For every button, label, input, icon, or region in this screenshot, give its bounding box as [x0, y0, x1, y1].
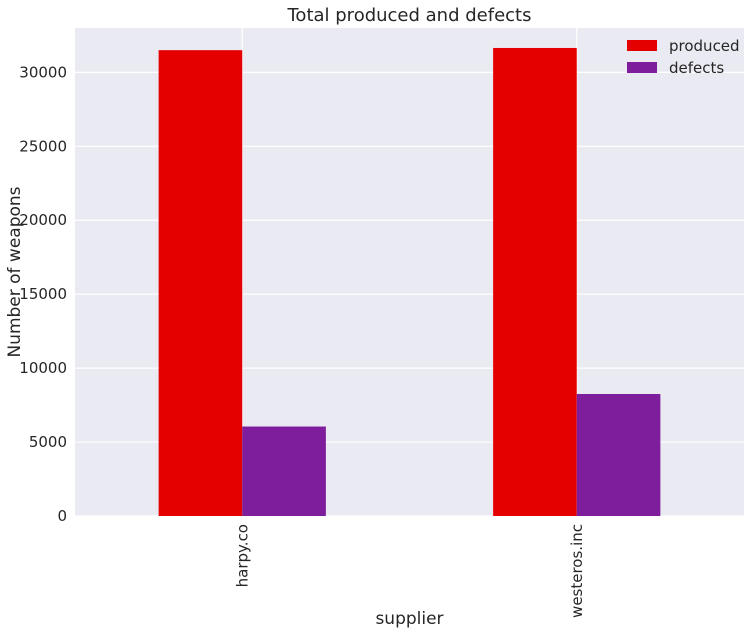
y-tick-label: 0 — [57, 507, 67, 525]
legend-label-defects: defects — [669, 59, 724, 77]
bar-produced-harpy.co — [158, 50, 243, 516]
y-tick-label: 5000 — [29, 433, 67, 451]
bar-defects-harpy.co — [242, 426, 326, 516]
y-axis-label: Number of weapons — [5, 186, 25, 357]
y-tick-label: 25000 — [19, 137, 67, 155]
legend: produced defects — [627, 37, 740, 77]
legend-swatch-produced — [627, 40, 657, 51]
bar-produced-westeros.inc — [493, 47, 577, 517]
legend-label-produced: produced — [669, 37, 740, 55]
x-tick-label: westeros.inc — [568, 524, 586, 618]
x-axis-label: supplier — [375, 609, 443, 629]
x-axis-ticks: harpy.co westeros.inc — [233, 524, 586, 618]
y-tick-label: 20000 — [19, 211, 67, 229]
bars — [158, 47, 661, 517]
y-tick-label: 10000 — [19, 359, 67, 377]
y-tick-label: 15000 — [19, 285, 67, 303]
y-tick-label: 30000 — [19, 63, 67, 81]
chart-title: Total produced and defects — [287, 5, 532, 26]
legend-swatch-defects — [627, 62, 657, 73]
x-tick-label: harpy.co — [233, 524, 251, 587]
bar-defects-westeros.inc — [576, 394, 661, 516]
y-axis-ticks: 0 5000 10000 15000 20000 25000 30000 — [19, 63, 67, 525]
